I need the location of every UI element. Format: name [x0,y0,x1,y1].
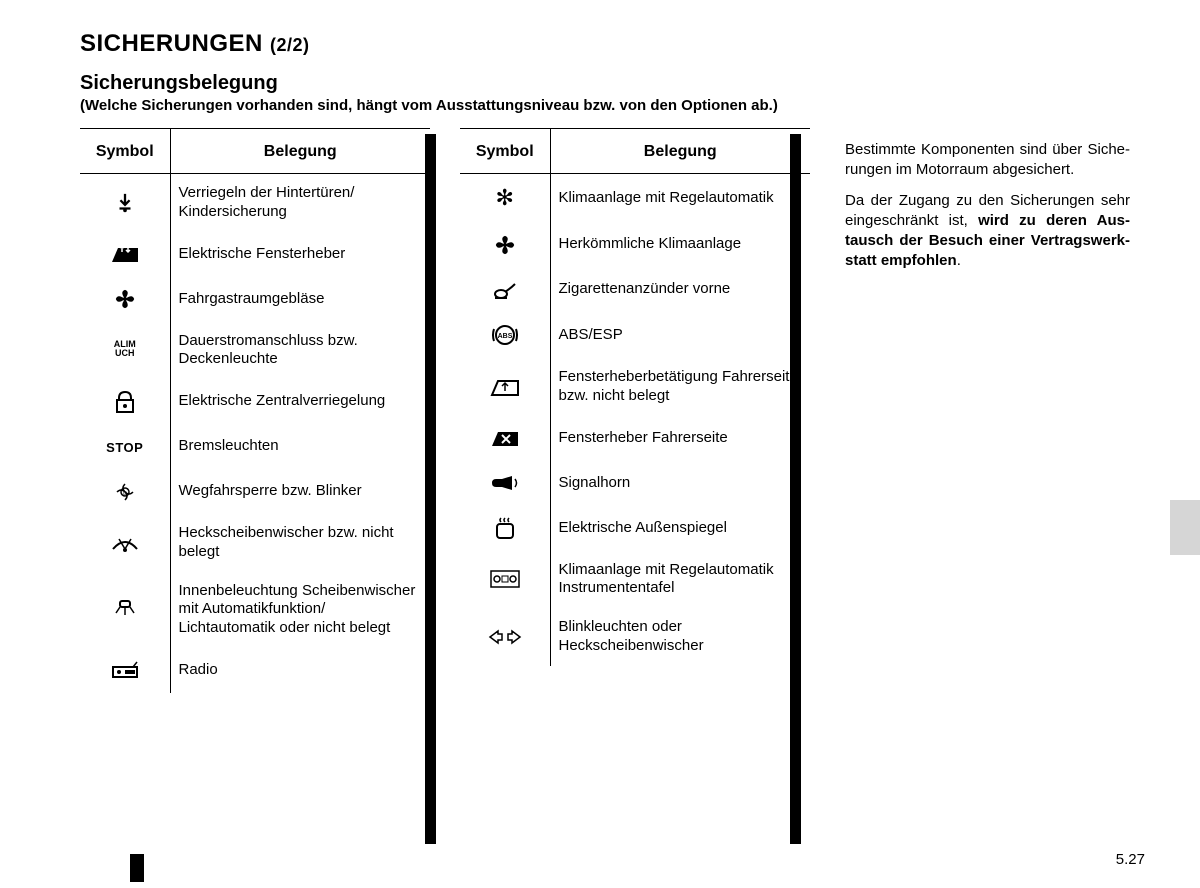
table-row: Herkömmliche Klimaanlage [460,222,810,267]
fuse-desc: Fahrgastraumgebläse [170,277,430,322]
table-row: ⊙ Wegfahrsperre bzw. Blinker [80,469,430,514]
table-row: Fensterheber Fahrerseite [460,416,810,461]
page: SICHERUNGEN (2/2) Sicherungsbelegung (We… [0,0,1200,888]
fuse-desc: Elektrische Fensterheber [170,232,430,277]
mirror-heat-icon [460,506,550,551]
table-row: ♪ Radio [80,648,430,693]
table-row: ALIMUCHDauerstromanschluss bzw. Deckenle… [80,322,430,380]
window-driver-icon [460,358,550,416]
table-row: ✻Klimaanlage mit Regelautomatik [460,174,810,223]
fuse-table-2: Symbol Belegung ✻Klimaanlage mit Regelau… [460,128,810,666]
fuse-desc: Wegfahrsperre bzw. Blinker [170,469,430,514]
interior-light-icon [80,572,170,648]
table-row: Elektrische Fensterheber [80,232,430,277]
side-p2: Da der Zugang zu den Sicherungen sehr ei… [845,191,1130,272]
th-desc: Belegung [550,129,810,174]
table-row: STOPBremsleuchten [80,424,430,469]
fuse-desc: Herkömmliche Klimaanlage [550,222,810,267]
rear-wiper-icon [80,514,170,572]
fuse-desc: Bremsleuchten [170,424,430,469]
table-row: Fahrgastraumgebläse [80,277,430,322]
snowflake-icon: ✻ [460,174,550,223]
table-row: Elektrische Zentralverriegelung [80,379,430,424]
lighter-icon [460,267,550,312]
ac-panel-icon [460,551,550,609]
side-p1: Bestimmte Komponenten sind über Siche­ru… [845,140,1130,181]
svg-text:♪: ♪ [138,661,139,667]
fuse-table-2-wrap: Symbol Belegung ✻Klimaanlage mit Regelau… [460,128,810,693]
page-title: SICHERUNGEN (2/2) [80,30,1145,58]
fuse-desc: Blinkleuchten oder Heckscheibenwischer [550,608,810,666]
fuse-desc: Klimaanlage mit Regelautomatik [550,174,810,223]
fuse-table-1: Symbol Belegung Verriegeln der Hintertür… [80,128,430,693]
th-symbol: Symbol [80,129,170,174]
fuse-desc: Elektrische Außenspiegel [550,506,810,551]
immobilizer-icon: ⊙ [80,469,170,514]
table-row: Heckscheibenwischer bzw. nicht belegt [80,514,430,572]
fuse-desc: Fensterheber Fahrerseite [550,416,810,461]
svg-text:⊙: ⊙ [122,491,127,497]
table-row: Verriegeln der Hintertüren/ Kindersicher… [80,174,430,232]
content-row: Symbol Belegung Verriegeln der Hintertür… [80,128,1145,693]
stop-text-icon: STOP [80,424,170,469]
fuse-desc: Fensterheberbetätigung Fahrerseite bzw. … [550,358,810,416]
fuse-desc: Radio [170,648,430,693]
table-row: ABS ABS/ESP [460,312,810,358]
table-row: Elektrische Außenspiegel [460,506,810,551]
fuse-desc: Elektrische Zentralverriegelung [170,379,430,424]
table-row: Blinkleuchten oder Heckscheibenwischer [460,608,810,666]
fuse-table-1-wrap: Symbol Belegung Verriegeln der Hintertür… [80,128,430,693]
fuse-desc: Klimaanlage mit Regelautomatik Instrumen… [550,551,810,609]
th-desc: Belegung [170,129,430,174]
divider-bar-1 [425,134,436,844]
fuse-desc: Zigarettenanzünder vorne [550,267,810,312]
fuse-desc: ABS/ESP [550,312,810,358]
power-window-icon [80,232,170,277]
heading-main: SICHERUNGEN [80,30,263,57]
turn-signal-icon [460,608,550,666]
table-row: Innenbeleuchtung Scheibenwischer mit Aut… [80,572,430,648]
radio-icon: ♪ [80,648,170,693]
fuse-desc: Verriegeln der Hintertüren/ Kindersicher… [170,174,430,232]
fuse-desc: Dauerstromanschluss bzw. Deckenleuchte [170,322,430,380]
edge-tab [1170,500,1200,555]
central-lock-icon [80,379,170,424]
table-row: Signalhorn [460,461,810,506]
svg-text:ABS: ABS [497,333,512,340]
th-symbol: Symbol [460,129,550,174]
table-row: Zigarettenanzünder vorne [460,267,810,312]
page-number: 5.27 [1116,851,1145,868]
footer-mark [130,854,144,882]
fuse-desc: Signalhorn [550,461,810,506]
sub-heading: Sicherungsbelegung [80,72,1145,95]
abs-icon: ABS [460,312,550,358]
rear-lock-icon [80,174,170,232]
fuse-desc: Heckscheibenwischer bzw. nicht belegt [170,514,430,572]
sub-note: (Welche Sicherungen vorhanden sind, häng… [80,97,1145,114]
window-x-icon [460,416,550,461]
alim-text-icon: ALIMUCH [80,322,170,380]
fan-icon [460,222,550,267]
fan-icon [80,277,170,322]
side-text: Bestimmte Komponenten sind über Siche­ru… [810,128,1130,693]
divider-bar-2 [790,134,801,844]
horn-icon [460,461,550,506]
table-row: Fensterheberbetätigung Fahrerseite bzw. … [460,358,810,416]
table-row: Klimaanlage mit Regelautomatik Instrumen… [460,551,810,609]
heading-part: (2/2) [270,35,310,55]
fuse-desc: Innenbeleuchtung Scheibenwischer mit Aut… [170,572,430,648]
